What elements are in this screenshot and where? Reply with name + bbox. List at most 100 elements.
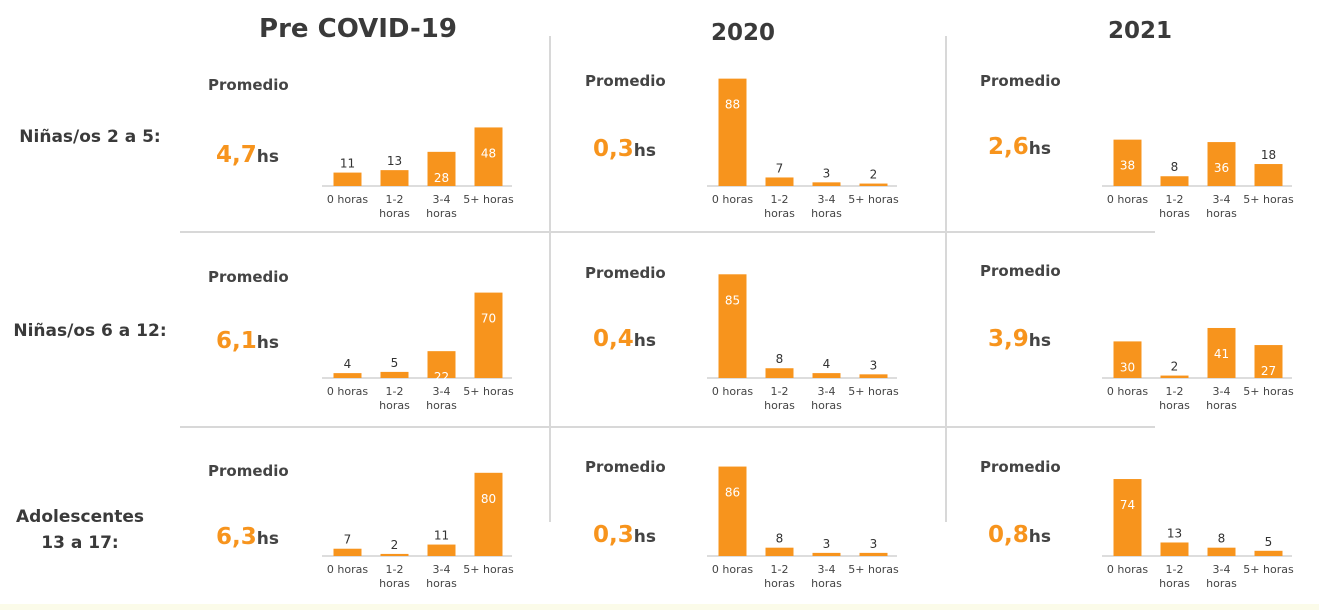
promedio-label: Promedio — [208, 76, 289, 94]
bar-5-horas — [859, 374, 888, 378]
bar-3-4-horas — [812, 182, 841, 186]
row-divider-bottom — [180, 426, 1155, 428]
panel-r3-2021: Promedio 0,8hs 74 0 horas 13 1-2 horas 8 3-4 ho… — [980, 436, 1319, 616]
category-label: 3-4 — [1213, 563, 1231, 576]
average-value: 2,6hs — [988, 134, 1051, 160]
bar-0-horas — [1113, 341, 1142, 378]
bar-0-horas — [718, 274, 747, 378]
category-label: horas — [426, 207, 457, 220]
bar-0-horas — [333, 373, 362, 378]
bar-0-horas — [1113, 139, 1142, 186]
data-label: 2 — [870, 168, 878, 182]
category-label: horas — [1159, 577, 1190, 590]
category-label: 3-4 — [818, 193, 836, 206]
data-label: 2 — [391, 538, 399, 552]
data-label: 11 — [340, 157, 355, 171]
panel-r1-2020: Promedio 0,3hs 88 0 horas 7 1-2 horas 3 3-4 hor… — [585, 48, 945, 228]
category-label: 5+ horas — [463, 385, 514, 398]
data-label: 11 — [434, 529, 449, 543]
category-label: 0 horas — [1107, 563, 1148, 576]
category-label: 3-4 — [1213, 193, 1231, 206]
row-label-2-5: Niñas/os 2 a 5: — [19, 127, 161, 147]
panel-r1-2021: Promedio 2,6hs 38 0 horas 8 1-2 horas 36 3-4 ho… — [980, 48, 1319, 228]
category-label: 0 horas — [327, 385, 368, 398]
category-label: 1-2 — [386, 193, 404, 206]
category-label: 0 horas — [1107, 385, 1148, 398]
category-label: 3-4 — [818, 385, 836, 398]
bar-1-2-horas — [1160, 542, 1189, 556]
category-label: horas — [1206, 207, 1237, 220]
data-label: 86 — [725, 486, 740, 500]
bar-1-2-horas — [380, 553, 409, 556]
bar-1-2-horas — [765, 547, 794, 556]
category-label: 1-2 — [1166, 193, 1184, 206]
promedio-label: Promedio — [980, 72, 1061, 90]
data-label: 3 — [823, 166, 831, 180]
data-label: 80 — [481, 492, 496, 506]
panel-r1-precovid: Promedio 4,7hs 11 0 horas 13 1-2 horas 28 3-4 h… — [208, 48, 568, 228]
column-title-2021: 2021 — [1107, 18, 1172, 44]
data-label: 2 — [1171, 360, 1179, 374]
category-label: 1-2 — [386, 385, 404, 398]
category-label: 1-2 — [1166, 385, 1184, 398]
category-label: horas — [426, 577, 457, 590]
category-label: 5+ horas — [463, 563, 514, 576]
category-label: 5+ horas — [463, 193, 514, 206]
average-value: 0,3hs — [593, 136, 656, 162]
bar-3-4-horas — [1207, 327, 1236, 378]
category-label: horas — [764, 399, 795, 412]
average-value: 4,7hs — [216, 142, 279, 168]
data-label: 4 — [344, 357, 352, 371]
data-label: 85 — [725, 293, 740, 307]
category-label: horas — [811, 207, 842, 220]
data-label: 8 — [776, 352, 784, 366]
category-label: 1-2 — [1166, 563, 1184, 576]
category-label: 5+ horas — [1243, 563, 1294, 576]
data-label: 18 — [1261, 148, 1276, 162]
average-value: 0,4hs — [593, 326, 656, 352]
data-label: 28 — [434, 171, 449, 185]
category-label: horas — [379, 577, 410, 590]
bar-5-horas — [1254, 345, 1283, 378]
bar-3-4-horas — [427, 351, 456, 378]
column-title-2020: 2020 — [710, 20, 775, 46]
bar-0-horas — [333, 172, 362, 186]
category-label: 1-2 — [771, 563, 789, 576]
data-label: 3 — [870, 358, 878, 372]
bar-3-4-horas — [812, 373, 841, 378]
promedio-label: Promedio — [980, 262, 1061, 280]
average-value: 6,1hs — [216, 328, 279, 354]
data-label: 7 — [776, 161, 784, 175]
category-label: 1-2 — [771, 193, 789, 206]
bar-1-2-horas — [765, 177, 794, 186]
bar-3-4-horas — [427, 151, 456, 186]
column-divider-right — [945, 36, 947, 522]
category-label: 0 horas — [327, 563, 368, 576]
bar-1-2-horas — [765, 368, 794, 378]
data-label: 41 — [1214, 347, 1229, 361]
bar-1-2-horas — [380, 170, 409, 186]
data-label: 3 — [823, 537, 831, 551]
bar-0-horas — [333, 548, 362, 556]
promedio-label: Promedio — [208, 268, 289, 286]
column-divider-left — [549, 36, 551, 522]
bar-0-horas — [718, 78, 747, 186]
promedio-label: Promedio — [980, 458, 1061, 476]
promedio-label: Promedio — [585, 264, 666, 282]
category-label: 0 horas — [712, 193, 753, 206]
bar-5-horas — [474, 472, 503, 556]
data-label: 8 — [776, 532, 784, 546]
bar-1-2-horas — [1160, 176, 1189, 186]
promedio-label: Promedio — [585, 72, 666, 90]
average-value: 0,8hs — [988, 522, 1051, 548]
bar-5-horas — [859, 183, 888, 186]
category-label: horas — [811, 399, 842, 412]
data-label: 8 — [1171, 160, 1179, 174]
category-label: horas — [1206, 577, 1237, 590]
